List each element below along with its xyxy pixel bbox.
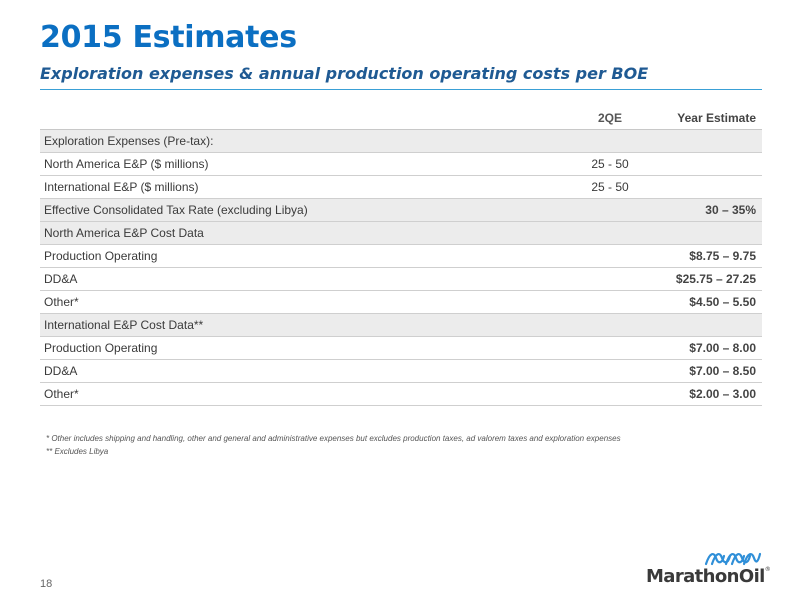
footnote-other: * Other includes shipping and handling, … bbox=[46, 434, 621, 443]
column-header-2qe: 2QE bbox=[597, 111, 622, 125]
title-divider bbox=[40, 89, 762, 90]
logo-text: MarathonOil bbox=[646, 566, 765, 587]
row-label: International E&P Cost Data** bbox=[44, 318, 204, 332]
row-label: International E&P ($ millions) bbox=[44, 180, 199, 194]
row-label: Other* bbox=[44, 387, 79, 401]
row-label: DD&A bbox=[44, 364, 78, 378]
table-row: DD&A $25.75 – 27.25 bbox=[40, 268, 762, 291]
row-label: Effective Consolidated Tax Rate (excludi… bbox=[44, 203, 308, 217]
logo-trademark: ® bbox=[764, 566, 771, 573]
table-row: Other* $4.50 – 5.50 bbox=[40, 291, 762, 314]
row-label: Production Operating bbox=[44, 341, 158, 355]
row-2qe-value: 25 - 50 bbox=[591, 180, 629, 194]
table-row: Production Operating $8.75 – 9.75 bbox=[40, 245, 762, 268]
marathon-wave-icon bbox=[704, 552, 762, 566]
page-number: 18 bbox=[40, 578, 53, 590]
table-row: International E&P ($ millions) 25 - 50 bbox=[40, 176, 762, 199]
row-year-estimate-value: 30 – 35% bbox=[705, 203, 756, 217]
row-year-estimate-value: $4.50 – 5.50 bbox=[689, 295, 756, 309]
table-row: DD&A $7.00 – 8.50 bbox=[40, 360, 762, 383]
page-subtitle: Exploration expenses & annual production… bbox=[40, 64, 649, 83]
row-year-estimate-value: $7.00 – 8.50 bbox=[689, 364, 756, 378]
table-row: International E&P Cost Data** bbox=[40, 314, 762, 337]
row-label: North America E&P ($ millions) bbox=[44, 157, 209, 171]
table-row: Exploration Expenses (Pre-tax): bbox=[40, 130, 762, 153]
row-year-estimate-value: $2.00 – 3.00 bbox=[689, 387, 756, 401]
row-year-estimate-value: $8.75 – 9.75 bbox=[689, 249, 756, 263]
table-row: North America E&P ($ millions) 25 - 50 bbox=[40, 153, 762, 176]
page-title: 2015 Estimates bbox=[40, 20, 297, 55]
row-label: Other* bbox=[44, 295, 79, 309]
footnotes: * Other includes shipping and handling, … bbox=[46, 432, 621, 458]
table-body: Exploration Expenses (Pre-tax): North Ame… bbox=[40, 130, 762, 406]
table-row: Production Operating $7.00 – 8.00 bbox=[40, 337, 762, 360]
row-label: North America E&P Cost Data bbox=[44, 226, 204, 240]
marathon-oil-logo: MarathonOil® bbox=[646, 548, 771, 592]
table-row: Other* $2.00 – 3.00 bbox=[40, 383, 762, 406]
row-2qe-value: 25 - 50 bbox=[591, 157, 629, 171]
estimates-table: 2QE Year Estimate Exploration Expenses (… bbox=[40, 107, 762, 406]
column-header-year-estimate: Year Estimate bbox=[677, 111, 756, 125]
footnote-libya: ** Excludes Libya bbox=[46, 447, 109, 456]
row-label: DD&A bbox=[44, 272, 78, 286]
row-year-estimate-value: $7.00 – 8.00 bbox=[689, 341, 756, 355]
table-row: Effective Consolidated Tax Rate (excludi… bbox=[40, 199, 762, 222]
row-label: Production Operating bbox=[44, 249, 158, 263]
table-row: North America E&P Cost Data bbox=[40, 222, 762, 245]
logo-wordmark: MarathonOil® bbox=[646, 566, 771, 587]
row-label: Exploration Expenses (Pre-tax): bbox=[44, 134, 214, 148]
table-header-row: 2QE Year Estimate bbox=[40, 107, 762, 130]
row-year-estimate-value: $25.75 – 27.25 bbox=[675, 272, 756, 286]
